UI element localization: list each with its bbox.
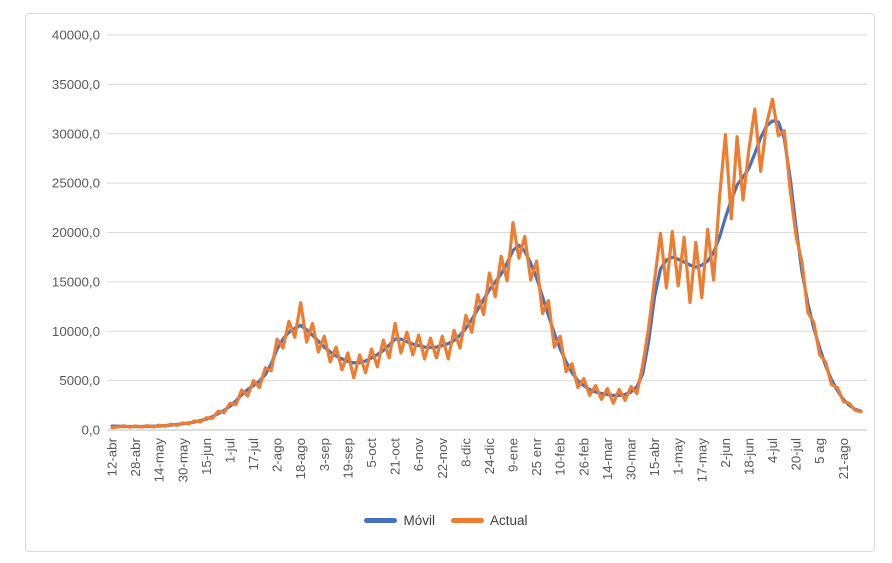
x-axis-label: 19-sep (340, 438, 355, 479)
y-axis-label: 15000,0 (52, 274, 100, 289)
x-axis-label: 1-jul (222, 438, 237, 463)
x-axis-label: 20-jul (789, 438, 804, 471)
y-axis-label: 5000,0 (59, 373, 100, 388)
x-axis-label: 18-jun (741, 438, 756, 475)
x-axis-label: 1-may (671, 438, 686, 475)
series-line-actual (110, 97, 863, 430)
x-axis-label: 14-may (152, 438, 167, 483)
y-axis-label: 20000,0 (52, 225, 100, 240)
legend-swatch-actual (450, 518, 484, 524)
x-axis-label: 10-feb (553, 438, 568, 476)
x-axis-label: 5-oct (364, 438, 379, 468)
x-axis-label: 30-mar (623, 437, 638, 480)
y-axis-label: 40000,0 (52, 28, 100, 43)
chart-legend: Móvil Actual (0, 514, 892, 528)
x-axis-label: 2-ago (270, 438, 285, 472)
chart-frame (25, 13, 875, 552)
x-axis-label: 18-ago (293, 438, 308, 479)
x-axis-label: 4-jul (765, 438, 780, 463)
x-axis-label: 17-may (694, 438, 709, 483)
x-axis-label: 12-abr (105, 437, 120, 476)
y-axis-label: 30000,0 (52, 126, 100, 141)
y-axis-label: 10000,0 (52, 324, 100, 339)
x-axis-label: 5 ag (812, 438, 827, 464)
x-axis-label: 8-dic (458, 438, 473, 467)
legend-item-movil: Móvil (364, 514, 435, 528)
x-axis-label: 14-mar (600, 437, 615, 480)
legend-swatch-movil (364, 518, 398, 524)
x-axis-label: 21-ago (836, 438, 851, 479)
x-axis-label: 6-nov (411, 438, 426, 472)
y-axis-label: 35000,0 (52, 77, 100, 92)
x-axis-label: 21-oct (388, 438, 403, 475)
x-axis-label: 15-abr (647, 437, 662, 476)
x-axis-label: 2-jun (718, 438, 733, 468)
x-axis-label: 25 enr (529, 437, 544, 475)
x-axis-label: 28-abr (128, 437, 143, 476)
y-axis-label: 25000,0 (52, 176, 100, 191)
legend-item-actual: Actual (450, 513, 528, 528)
x-axis-label: 15-jun (199, 438, 214, 475)
x-axis-label: 9-ene (506, 438, 521, 472)
legend-label-movil: Móvil (403, 513, 435, 528)
x-axis-label: 17-jul (246, 438, 261, 471)
x-axis-label: 30-may (175, 438, 190, 483)
x-axis-label: 24-dic (482, 438, 497, 475)
x-axis-label: 3-sep (317, 438, 332, 471)
x-axis-label: 26-feb (576, 438, 591, 476)
y-axis-label: 0,0 (82, 423, 101, 438)
x-axis-label: 22-nov (435, 438, 450, 479)
legend-label-actual: Actual (489, 513, 528, 528)
